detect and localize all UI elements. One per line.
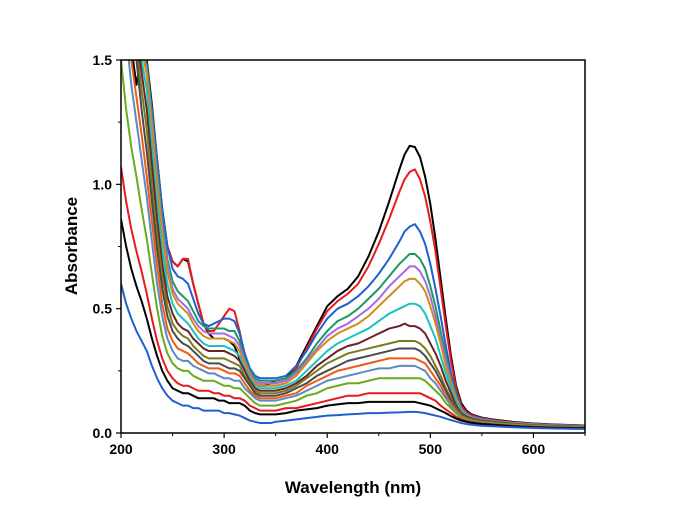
x-tick-label: 300 bbox=[212, 441, 236, 457]
series-line-3 bbox=[144, 60, 585, 427]
series-line-8 bbox=[138, 60, 585, 428]
series-line-12 bbox=[127, 60, 585, 429]
series-line-16 bbox=[121, 283, 585, 431]
series-line-14 bbox=[121, 166, 585, 430]
series-line-15 bbox=[121, 218, 585, 430]
series-line-2 bbox=[144, 60, 585, 427]
series-line-1 bbox=[132, 60, 585, 427]
x-tick-label: 600 bbox=[522, 441, 546, 457]
x-tick-label: 200 bbox=[109, 441, 133, 457]
series-line-7 bbox=[140, 60, 585, 428]
x-tick-label: 500 bbox=[419, 441, 443, 457]
series-layer bbox=[121, 60, 585, 431]
series-line-13 bbox=[121, 60, 585, 429]
x-axis-title: Wavelength (nm) bbox=[285, 478, 421, 497]
y-tick-label: 1.0 bbox=[93, 176, 113, 192]
y-axis-title: Absorbance bbox=[62, 197, 81, 295]
tick-layer: 200 300 400 500 600 0.0 0.5 1.0 1.5 bbox=[93, 52, 586, 457]
x-tick-label: 400 bbox=[316, 441, 340, 457]
plot-frame bbox=[120, 59, 586, 434]
y-tick-label: 1.5 bbox=[93, 52, 113, 68]
y-tick-label: 0.5 bbox=[93, 301, 113, 317]
y-tick-label: 0.0 bbox=[93, 425, 113, 441]
